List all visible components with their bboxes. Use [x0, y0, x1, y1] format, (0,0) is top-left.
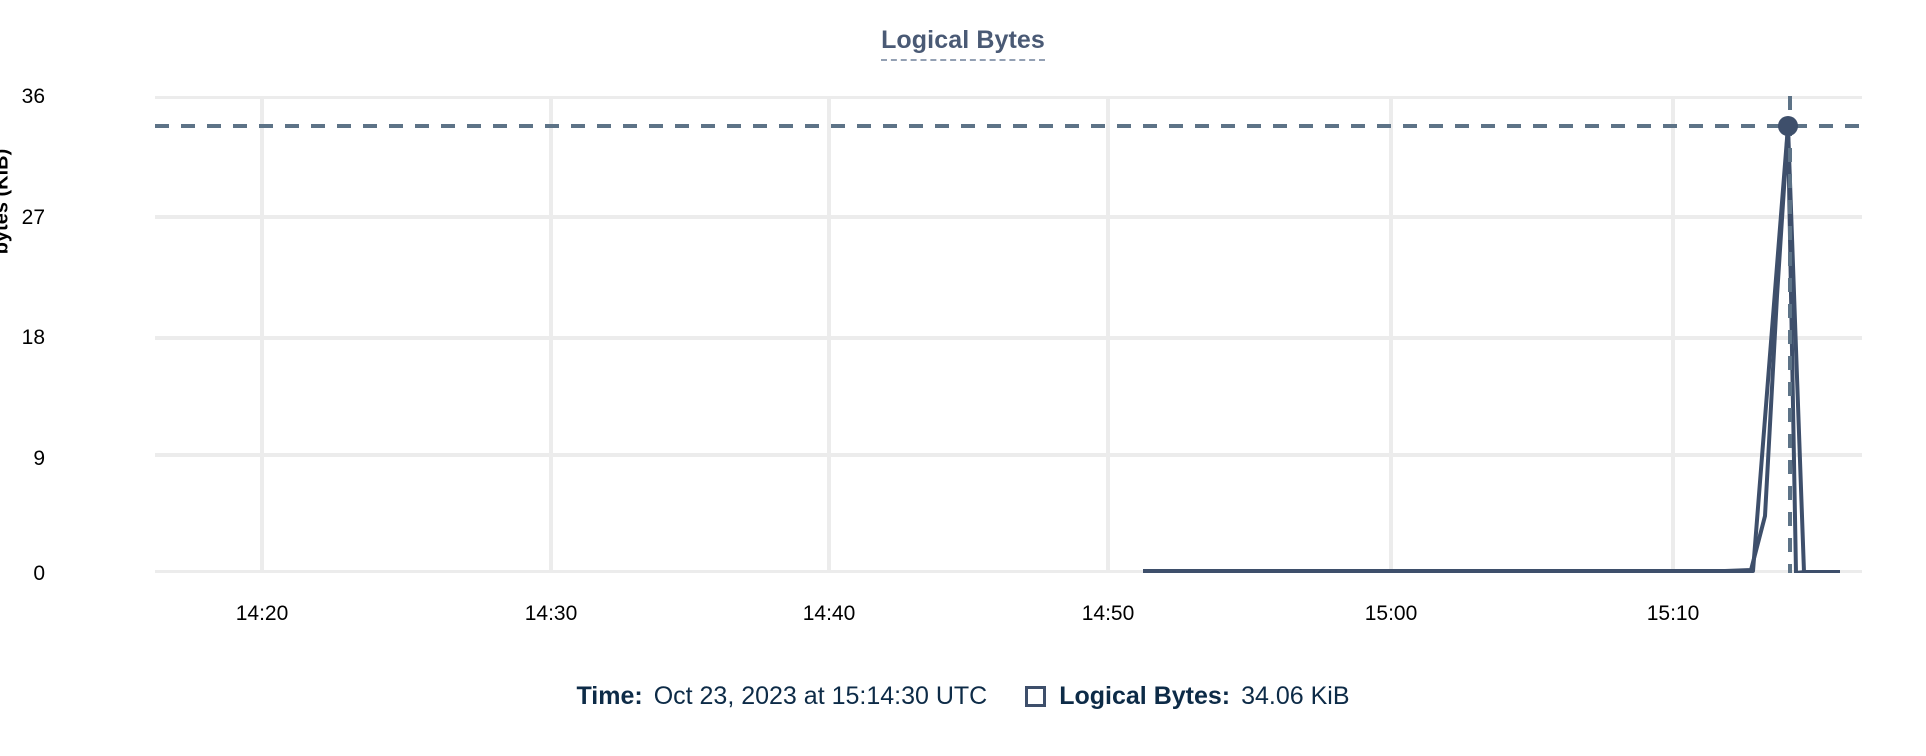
footer-time-label: Time: — [576, 682, 643, 710]
plot-area[interactable] — [155, 96, 1862, 573]
y-tick-label-27: 27 — [21, 206, 45, 229]
x-tick-label-1500: 15:00 — [1364, 602, 1418, 625]
series-line-logical-bytes — [1143, 124, 1840, 573]
legend-swatch-icon[interactable] — [1025, 686, 1047, 707]
y-tick-label-18: 18 — [21, 326, 45, 349]
x-tick-label-1420: 14:20 — [235, 602, 289, 625]
y-axis-label: bytes (KiB) — [0, 148, 13, 255]
highlight-point-marker[interactable] — [1778, 116, 1798, 136]
chart-title: Logical Bytes — [0, 26, 1926, 61]
vertical-gridlines — [260, 96, 1675, 573]
plot-canvas[interactable] — [155, 96, 1862, 573]
y-tick-label-36: 36 — [21, 85, 45, 108]
chart-title-text: Logical Bytes — [881, 26, 1045, 61]
footer-series-group[interactable]: Logical Bytes: 34.06 KiB — [1025, 682, 1350, 711]
footer-time-group: Time: Oct 23, 2023 at 15:14:30 UTC — [576, 682, 987, 711]
footer-series-value: 34.06 KiB — [1241, 682, 1350, 710]
x-tick-label-1510: 15:10 — [1646, 602, 1700, 625]
x-tick-label-1430: 14:30 — [524, 602, 578, 625]
x-tick-label-1440: 14:40 — [802, 602, 856, 625]
y-tick-label-0: 0 — [33, 562, 45, 585]
horizontal-gridlines — [155, 96, 1862, 573]
chart-footer: Time: Oct 23, 2023 at 15:14:30 UTC Logic… — [0, 682, 1926, 711]
footer-time-value: Oct 23, 2023 at 15:14:30 UTC — [653, 682, 988, 710]
x-tick-label-1450: 14:50 — [1081, 602, 1135, 625]
y-tick-label-9: 9 — [33, 447, 45, 470]
series-spike — [1143, 124, 1840, 573]
footer-series-label: Logical Bytes: — [1059, 682, 1231, 710]
